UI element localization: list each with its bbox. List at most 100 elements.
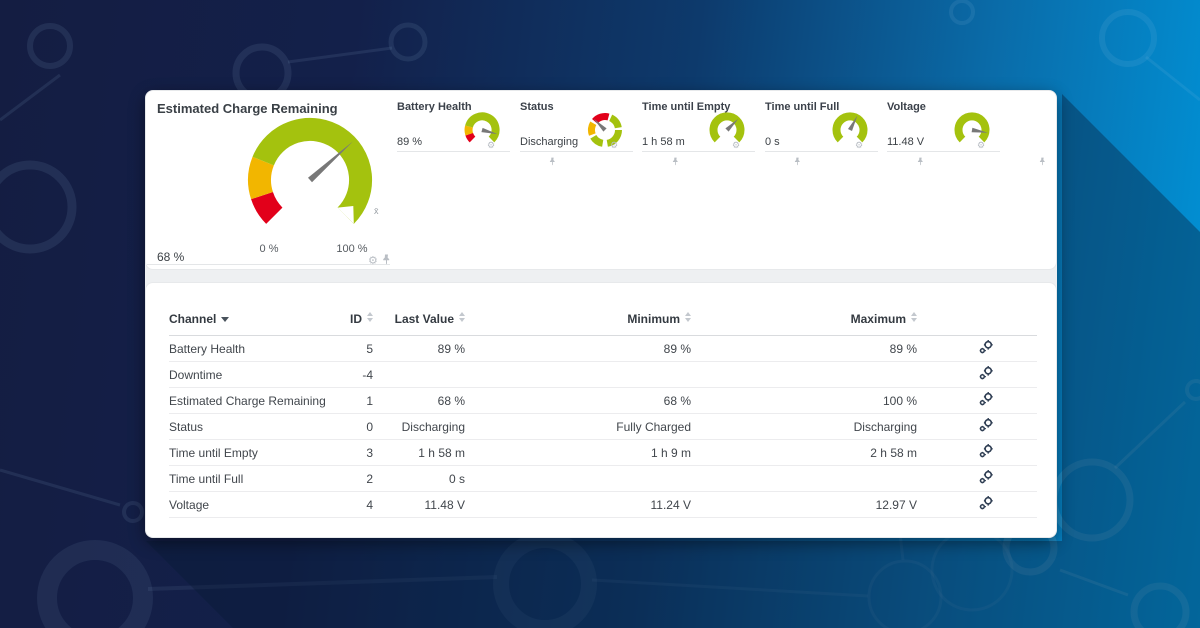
- gear-icon[interactable]: ⚙: [855, 140, 864, 150]
- small-gauge[interactable]: [827, 106, 873, 152]
- channel-settings-icon[interactable]: [979, 496, 994, 513]
- header-id[interactable]: ID: [329, 312, 373, 336]
- channel-minimum: [465, 361, 691, 388]
- table-row: Battery Health 5 89 % 89 % 89 %: [169, 335, 1037, 362]
- channel-settings-icon[interactable]: [979, 444, 994, 461]
- gear-icon[interactable]: ⚙: [610, 140, 619, 150]
- channel-name[interactable]: Time until Empty: [169, 439, 329, 466]
- divider: [765, 151, 878, 152]
- small-gauge-value: 0 s: [765, 136, 780, 148]
- channel-last-value: 89 %: [373, 335, 465, 362]
- channel-last-value: 0 s: [373, 465, 465, 492]
- channel-settings-icon[interactable]: [979, 418, 994, 435]
- small-gauge-value: 1 h 58 m: [642, 136, 685, 148]
- channel-last-value: Discharging: [373, 413, 465, 440]
- header-actions: [917, 312, 1037, 336]
- small-gauge-value: 89 %: [397, 136, 423, 148]
- gear-icon[interactable]: ⚙: [368, 254, 378, 267]
- channel-id: -4: [329, 361, 373, 388]
- channel-name[interactable]: Time until Full: [169, 465, 329, 492]
- small-gauge-title: Time until Empty: [642, 101, 731, 113]
- table-row: Time until Empty 3 1 h 58 m 1 h 9 m 2 h …: [169, 439, 1037, 466]
- channel-maximum: [691, 361, 917, 388]
- channel-id: 1: [329, 387, 373, 414]
- large-gauge-value: 68 %: [157, 250, 185, 264]
- divider: [642, 151, 755, 152]
- channel-minimum: 1 h 9 m: [465, 439, 691, 466]
- channel-settings-icon[interactable]: [979, 392, 994, 409]
- header-maximum[interactable]: Maximum: [691, 312, 917, 336]
- sort-icon: [459, 312, 465, 322]
- small-gauge[interactable]: [949, 106, 995, 152]
- channel-last-value: 68 %: [373, 387, 465, 414]
- channel-minimum: 68 %: [465, 387, 691, 414]
- gear-icon[interactable]: ⚙: [487, 140, 496, 150]
- channels-table: Channel ID Last Value Minimum Maximum Ba…: [169, 312, 1037, 518]
- table-row: Time until Full 2 0 s: [169, 465, 1037, 492]
- small-gauge-title: Time until Full: [765, 101, 840, 113]
- gear-icon[interactable]: ⚙: [732, 140, 741, 150]
- small-gauge-value: 11.48 V: [887, 136, 925, 148]
- channel-minimum: 11.24 V: [465, 491, 691, 518]
- channel-maximum: Discharging: [691, 413, 917, 440]
- average-marker: x̄: [374, 206, 379, 216]
- table-row: Status 0 Discharging Fully Charged Disch…: [169, 413, 1037, 440]
- small-gauge-block[interactable]: Time until Empty 1 h 58 m ⚙: [642, 90, 800, 166]
- large-gauge-title: Estimated Charge Remaining: [157, 101, 338, 116]
- channel-name[interactable]: Estimated Charge Remaining: [169, 387, 329, 414]
- estimated-charge-gauge[interactable]: [238, 112, 383, 244]
- table-row: Downtime -4: [169, 361, 1037, 388]
- small-gauge-block[interactable]: Status Discharging ⚙: [520, 90, 678, 166]
- gauge-scale-max: 100 %: [336, 243, 368, 255]
- table-header-row: Channel ID Last Value Minimum Maximum: [169, 312, 1037, 336]
- small-gauge-title: Battery Health: [397, 101, 472, 113]
- small-gauge-title: Status: [520, 101, 554, 113]
- divider: [520, 151, 633, 152]
- channel-name[interactable]: Battery Health: [169, 335, 329, 362]
- small-gauge-block[interactable]: Time until Full 0 s ⚙: [765, 90, 923, 166]
- sort-icon: [911, 312, 917, 322]
- channel-maximum: 2 h 58 m: [691, 439, 917, 466]
- divider: [147, 264, 390, 265]
- channel-id: 0: [329, 413, 373, 440]
- pin-icon[interactable]: [382, 252, 391, 270]
- channel-last-value: 11.48 V: [373, 491, 465, 518]
- channel-settings-icon[interactable]: [979, 470, 994, 487]
- channel-id: 3: [329, 439, 373, 466]
- channel-name[interactable]: Downtime: [169, 361, 329, 388]
- sort-desc-icon: [221, 317, 230, 322]
- small-gauge[interactable]: [704, 106, 750, 152]
- divider: [887, 151, 1000, 152]
- channel-last-value: [373, 361, 465, 388]
- table-row: Voltage 4 11.48 V 11.24 V 12.97 V: [169, 491, 1037, 518]
- sort-icon: [367, 312, 373, 322]
- header-channel[interactable]: Channel: [169, 312, 329, 336]
- channel-last-value: 1 h 58 m: [373, 439, 465, 466]
- header-last-value[interactable]: Last Value: [373, 312, 465, 336]
- channel-id: 2: [329, 465, 373, 492]
- channel-maximum: 12.97 V: [691, 491, 917, 518]
- channel-id: 4: [329, 491, 373, 518]
- small-gauge-value: Discharging: [520, 136, 579, 148]
- header-minimum[interactable]: Minimum: [465, 312, 691, 336]
- channel-settings-icon[interactable]: [979, 340, 994, 357]
- table-row: Estimated Charge Remaining 1 68 % 68 % 1…: [169, 387, 1037, 414]
- small-gauge-block[interactable]: Voltage 11.48 V ⚙: [887, 90, 1045, 166]
- channel-maximum: 100 %: [691, 387, 917, 414]
- channel-name[interactable]: Status: [169, 413, 329, 440]
- channel-minimum: Fully Charged: [465, 413, 691, 440]
- divider: [397, 151, 510, 152]
- channel-id: 5: [329, 335, 373, 362]
- channel-settings-icon[interactable]: [979, 366, 994, 383]
- channel-minimum: [465, 465, 691, 492]
- small-gauge-block[interactable]: Battery Health 89 % ⚙: [397, 90, 555, 166]
- channel-maximum: 89 %: [691, 335, 917, 362]
- small-gauge[interactable]: [582, 106, 628, 152]
- channel-name[interactable]: Voltage: [169, 491, 329, 518]
- channel-maximum: [691, 465, 917, 492]
- gauge-scale-min: 0 %: [259, 243, 279, 255]
- small-gauge[interactable]: [459, 106, 505, 152]
- gear-icon[interactable]: ⚙: [977, 140, 986, 150]
